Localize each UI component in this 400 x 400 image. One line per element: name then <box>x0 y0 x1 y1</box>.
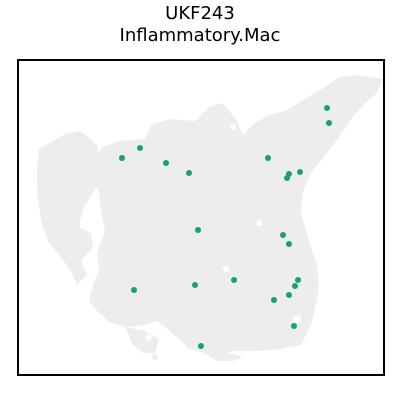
highlight-spot <box>198 343 204 349</box>
highlight-spot <box>295 277 301 283</box>
highlight-spot <box>297 169 303 175</box>
spatial-plot-frame <box>17 59 385 376</box>
highlight-spot <box>292 283 298 289</box>
highlight-spot <box>195 227 201 233</box>
plot-title-sample: UKF243 <box>165 3 235 24</box>
highlight-spot <box>286 241 292 247</box>
tissue-gaps <box>146 124 301 340</box>
highlight-spot <box>192 282 198 288</box>
highlight-spot <box>163 160 169 166</box>
highlighted-spots <box>119 105 332 349</box>
spatial-plot <box>37 75 383 361</box>
highlight-spot <box>291 323 297 329</box>
highlight-spot <box>284 175 290 181</box>
highlight-spot <box>231 277 237 283</box>
highlight-spot <box>186 170 192 176</box>
highlight-spot <box>265 155 271 161</box>
highlight-spot <box>280 232 286 238</box>
highlight-spot <box>271 297 277 303</box>
highlight-spot <box>286 292 292 298</box>
highlight-spot <box>119 155 125 161</box>
plot-title-celltype: Inflammatory.Mac <box>119 25 281 46</box>
tissue-spots <box>37 75 383 361</box>
highlight-spot <box>131 287 137 293</box>
highlight-spot <box>137 145 143 151</box>
highlight-spot <box>324 105 330 111</box>
highlight-spot <box>326 120 332 126</box>
